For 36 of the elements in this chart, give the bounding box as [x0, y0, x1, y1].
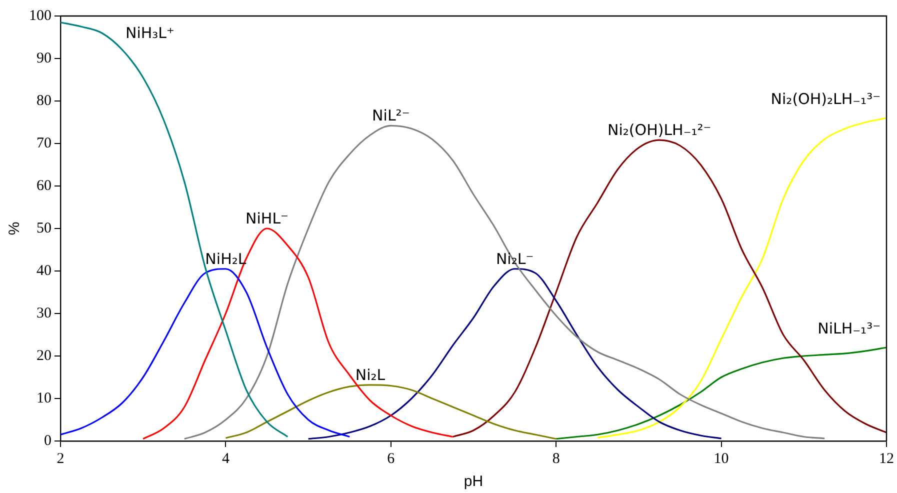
series-label: Ni₂(OH)₂LH₋₁³⁻	[770, 90, 880, 108]
x-tick-label: 12	[879, 450, 894, 467]
y-tick-label: 100	[29, 8, 52, 24]
y-tick-label: 70	[36, 135, 52, 152]
y-tick-label: 50	[36, 220, 52, 236]
series-label: NiL²⁻	[372, 106, 410, 125]
line-series	[596, 117, 886, 438]
line-series	[452, 139, 886, 438]
series-label: NiH₃L⁺	[126, 24, 174, 42]
line-series	[60, 22, 288, 438]
series-label: Ni₂L⁻	[496, 250, 534, 268]
x-tick-label: 4	[222, 450, 230, 467]
y-tick-label: 0	[44, 432, 52, 449]
x-tick-label: 10	[714, 450, 729, 467]
y-tick-label: 60	[36, 178, 52, 194]
line-series	[142, 228, 454, 440]
line-series	[224, 384, 557, 440]
series-label: NiH₂L	[205, 250, 247, 268]
line-series	[60, 268, 350, 438]
line-series	[555, 346, 886, 440]
x-tick-label: 6	[387, 450, 396, 467]
y-tick-label: 10	[36, 390, 52, 406]
series-label: NiHL⁻	[246, 210, 288, 228]
y-axis-title: %	[6, 222, 24, 236]
series-label: NiLH₋₁³⁻	[818, 320, 880, 338]
series-label: Ni₂L	[355, 366, 386, 384]
y-tick-label: 30	[36, 305, 52, 322]
y-tick-label: 40	[36, 262, 52, 279]
x-tick-label: 2	[56, 450, 64, 467]
y-tick-label: 80	[36, 92, 52, 109]
x-tick-label: 8	[552, 450, 560, 467]
y-tick-label: 20	[36, 348, 52, 364]
x-axis-title: pH	[464, 473, 484, 490]
y-tick-label: 90	[36, 50, 52, 66]
series-label: Ni₂(OH)LH₋₁²⁻	[608, 121, 712, 140]
line-series	[308, 268, 722, 440]
